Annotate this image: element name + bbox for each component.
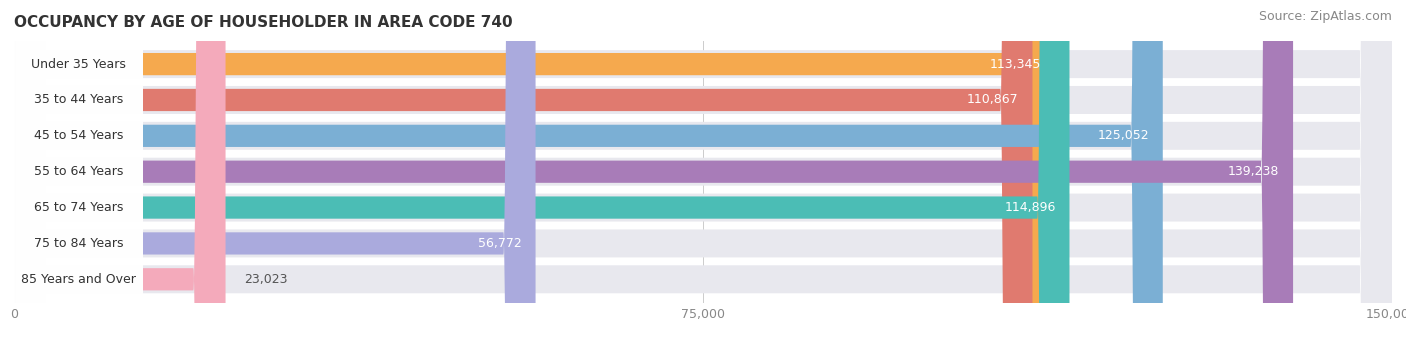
FancyBboxPatch shape <box>14 0 142 340</box>
Text: 139,238: 139,238 <box>1227 165 1279 178</box>
FancyBboxPatch shape <box>14 0 142 340</box>
FancyBboxPatch shape <box>14 0 142 340</box>
FancyBboxPatch shape <box>14 0 1294 340</box>
Text: OCCUPANCY BY AGE OF HOUSEHOLDER IN AREA CODE 740: OCCUPANCY BY AGE OF HOUSEHOLDER IN AREA … <box>14 15 513 30</box>
FancyBboxPatch shape <box>14 0 1070 340</box>
FancyBboxPatch shape <box>14 0 1392 340</box>
Text: 45 to 54 Years: 45 to 54 Years <box>34 129 124 142</box>
Text: 56,772: 56,772 <box>478 237 522 250</box>
Text: Under 35 Years: Under 35 Years <box>31 57 125 71</box>
Text: 23,023: 23,023 <box>243 273 287 286</box>
Text: 114,896: 114,896 <box>1004 201 1056 214</box>
FancyBboxPatch shape <box>14 0 1392 340</box>
Text: 110,867: 110,867 <box>967 94 1019 106</box>
FancyBboxPatch shape <box>14 0 536 340</box>
Text: 35 to 44 Years: 35 to 44 Years <box>34 94 122 106</box>
Text: 75 to 84 Years: 75 to 84 Years <box>34 237 124 250</box>
Text: 113,345: 113,345 <box>990 57 1042 71</box>
Text: 65 to 74 Years: 65 to 74 Years <box>34 201 124 214</box>
Text: 55 to 64 Years: 55 to 64 Years <box>34 165 124 178</box>
FancyBboxPatch shape <box>14 0 142 340</box>
Text: Source: ZipAtlas.com: Source: ZipAtlas.com <box>1258 10 1392 23</box>
FancyBboxPatch shape <box>14 0 1056 340</box>
FancyBboxPatch shape <box>14 0 1392 340</box>
FancyBboxPatch shape <box>14 0 142 340</box>
FancyBboxPatch shape <box>14 0 1032 340</box>
FancyBboxPatch shape <box>14 0 1392 340</box>
Text: 125,052: 125,052 <box>1097 129 1149 142</box>
FancyBboxPatch shape <box>14 0 1392 340</box>
FancyBboxPatch shape <box>14 0 1392 340</box>
FancyBboxPatch shape <box>14 0 225 340</box>
FancyBboxPatch shape <box>14 0 1163 340</box>
Text: 85 Years and Over: 85 Years and Over <box>21 273 136 286</box>
FancyBboxPatch shape <box>14 0 142 340</box>
FancyBboxPatch shape <box>14 0 1392 340</box>
FancyBboxPatch shape <box>14 0 142 340</box>
